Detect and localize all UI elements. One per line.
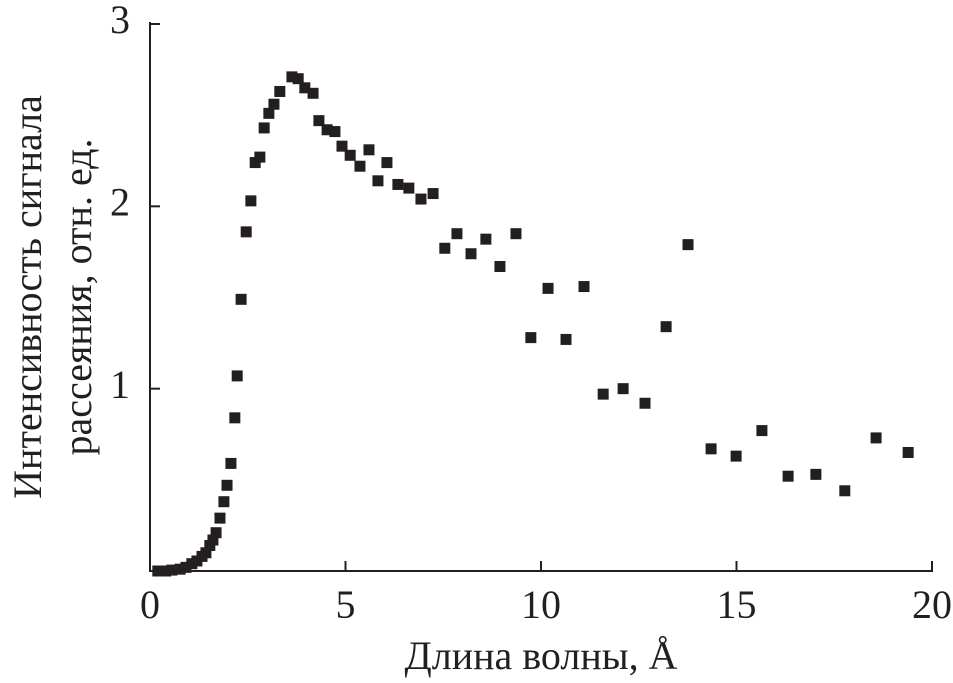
point	[174, 563, 186, 575]
point	[235, 293, 247, 305]
point	[231, 370, 243, 382]
point	[510, 228, 522, 240]
x-tick-label: 0	[140, 582, 160, 627]
point	[494, 261, 506, 273]
y-tick-label: 2	[110, 180, 130, 225]
point	[451, 228, 463, 240]
point	[336, 140, 348, 152]
point	[245, 195, 257, 207]
point	[274, 85, 286, 97]
point	[166, 564, 178, 576]
point	[560, 333, 572, 345]
point	[258, 122, 270, 134]
point	[439, 242, 451, 254]
point	[254, 151, 266, 163]
point	[263, 107, 275, 119]
point	[730, 450, 742, 462]
point	[392, 178, 404, 190]
point	[372, 175, 384, 187]
y-axis-label: Интенсивность сигнала	[5, 95, 50, 499]
point	[152, 565, 164, 577]
point	[210, 527, 222, 539]
point	[200, 547, 212, 559]
point	[229, 412, 241, 424]
x-tick-label: 10	[521, 582, 561, 627]
x-axis-label: Длина волны, Å	[404, 633, 677, 678]
point	[180, 561, 192, 573]
point	[639, 397, 651, 409]
point	[403, 182, 415, 194]
y-tick-label: 3	[110, 0, 130, 42]
point	[705, 443, 717, 455]
point	[480, 233, 492, 245]
point	[782, 470, 794, 482]
point	[660, 321, 672, 333]
point	[578, 281, 590, 293]
point	[542, 282, 554, 294]
point	[292, 73, 304, 85]
point	[597, 388, 609, 400]
point	[307, 87, 319, 99]
point	[839, 485, 851, 497]
x-tick-label: 5	[336, 582, 356, 627]
point	[682, 239, 694, 251]
point	[207, 534, 219, 546]
point	[415, 193, 427, 205]
x-tick-label: 15	[717, 582, 757, 627]
point	[344, 149, 356, 161]
point	[617, 383, 629, 395]
point	[214, 512, 226, 524]
point	[363, 144, 375, 156]
point	[313, 115, 325, 127]
point	[870, 432, 882, 444]
point	[286, 71, 298, 83]
point	[381, 157, 393, 169]
point	[321, 124, 333, 136]
x-tick-label: 20	[912, 582, 952, 627]
point	[427, 188, 439, 200]
y-tick-label: 1	[110, 362, 130, 407]
point	[354, 160, 366, 172]
point	[160, 565, 172, 577]
y-axis-label: рассеяния, отн. ед.	[55, 138, 100, 455]
point	[329, 126, 341, 138]
point	[756, 425, 768, 437]
point	[299, 82, 311, 94]
point	[225, 457, 237, 469]
point	[902, 446, 914, 458]
point	[525, 332, 537, 344]
point	[240, 226, 252, 238]
point	[465, 248, 477, 260]
point	[218, 496, 230, 508]
point	[221, 479, 233, 491]
point	[810, 468, 822, 480]
point	[268, 98, 280, 110]
